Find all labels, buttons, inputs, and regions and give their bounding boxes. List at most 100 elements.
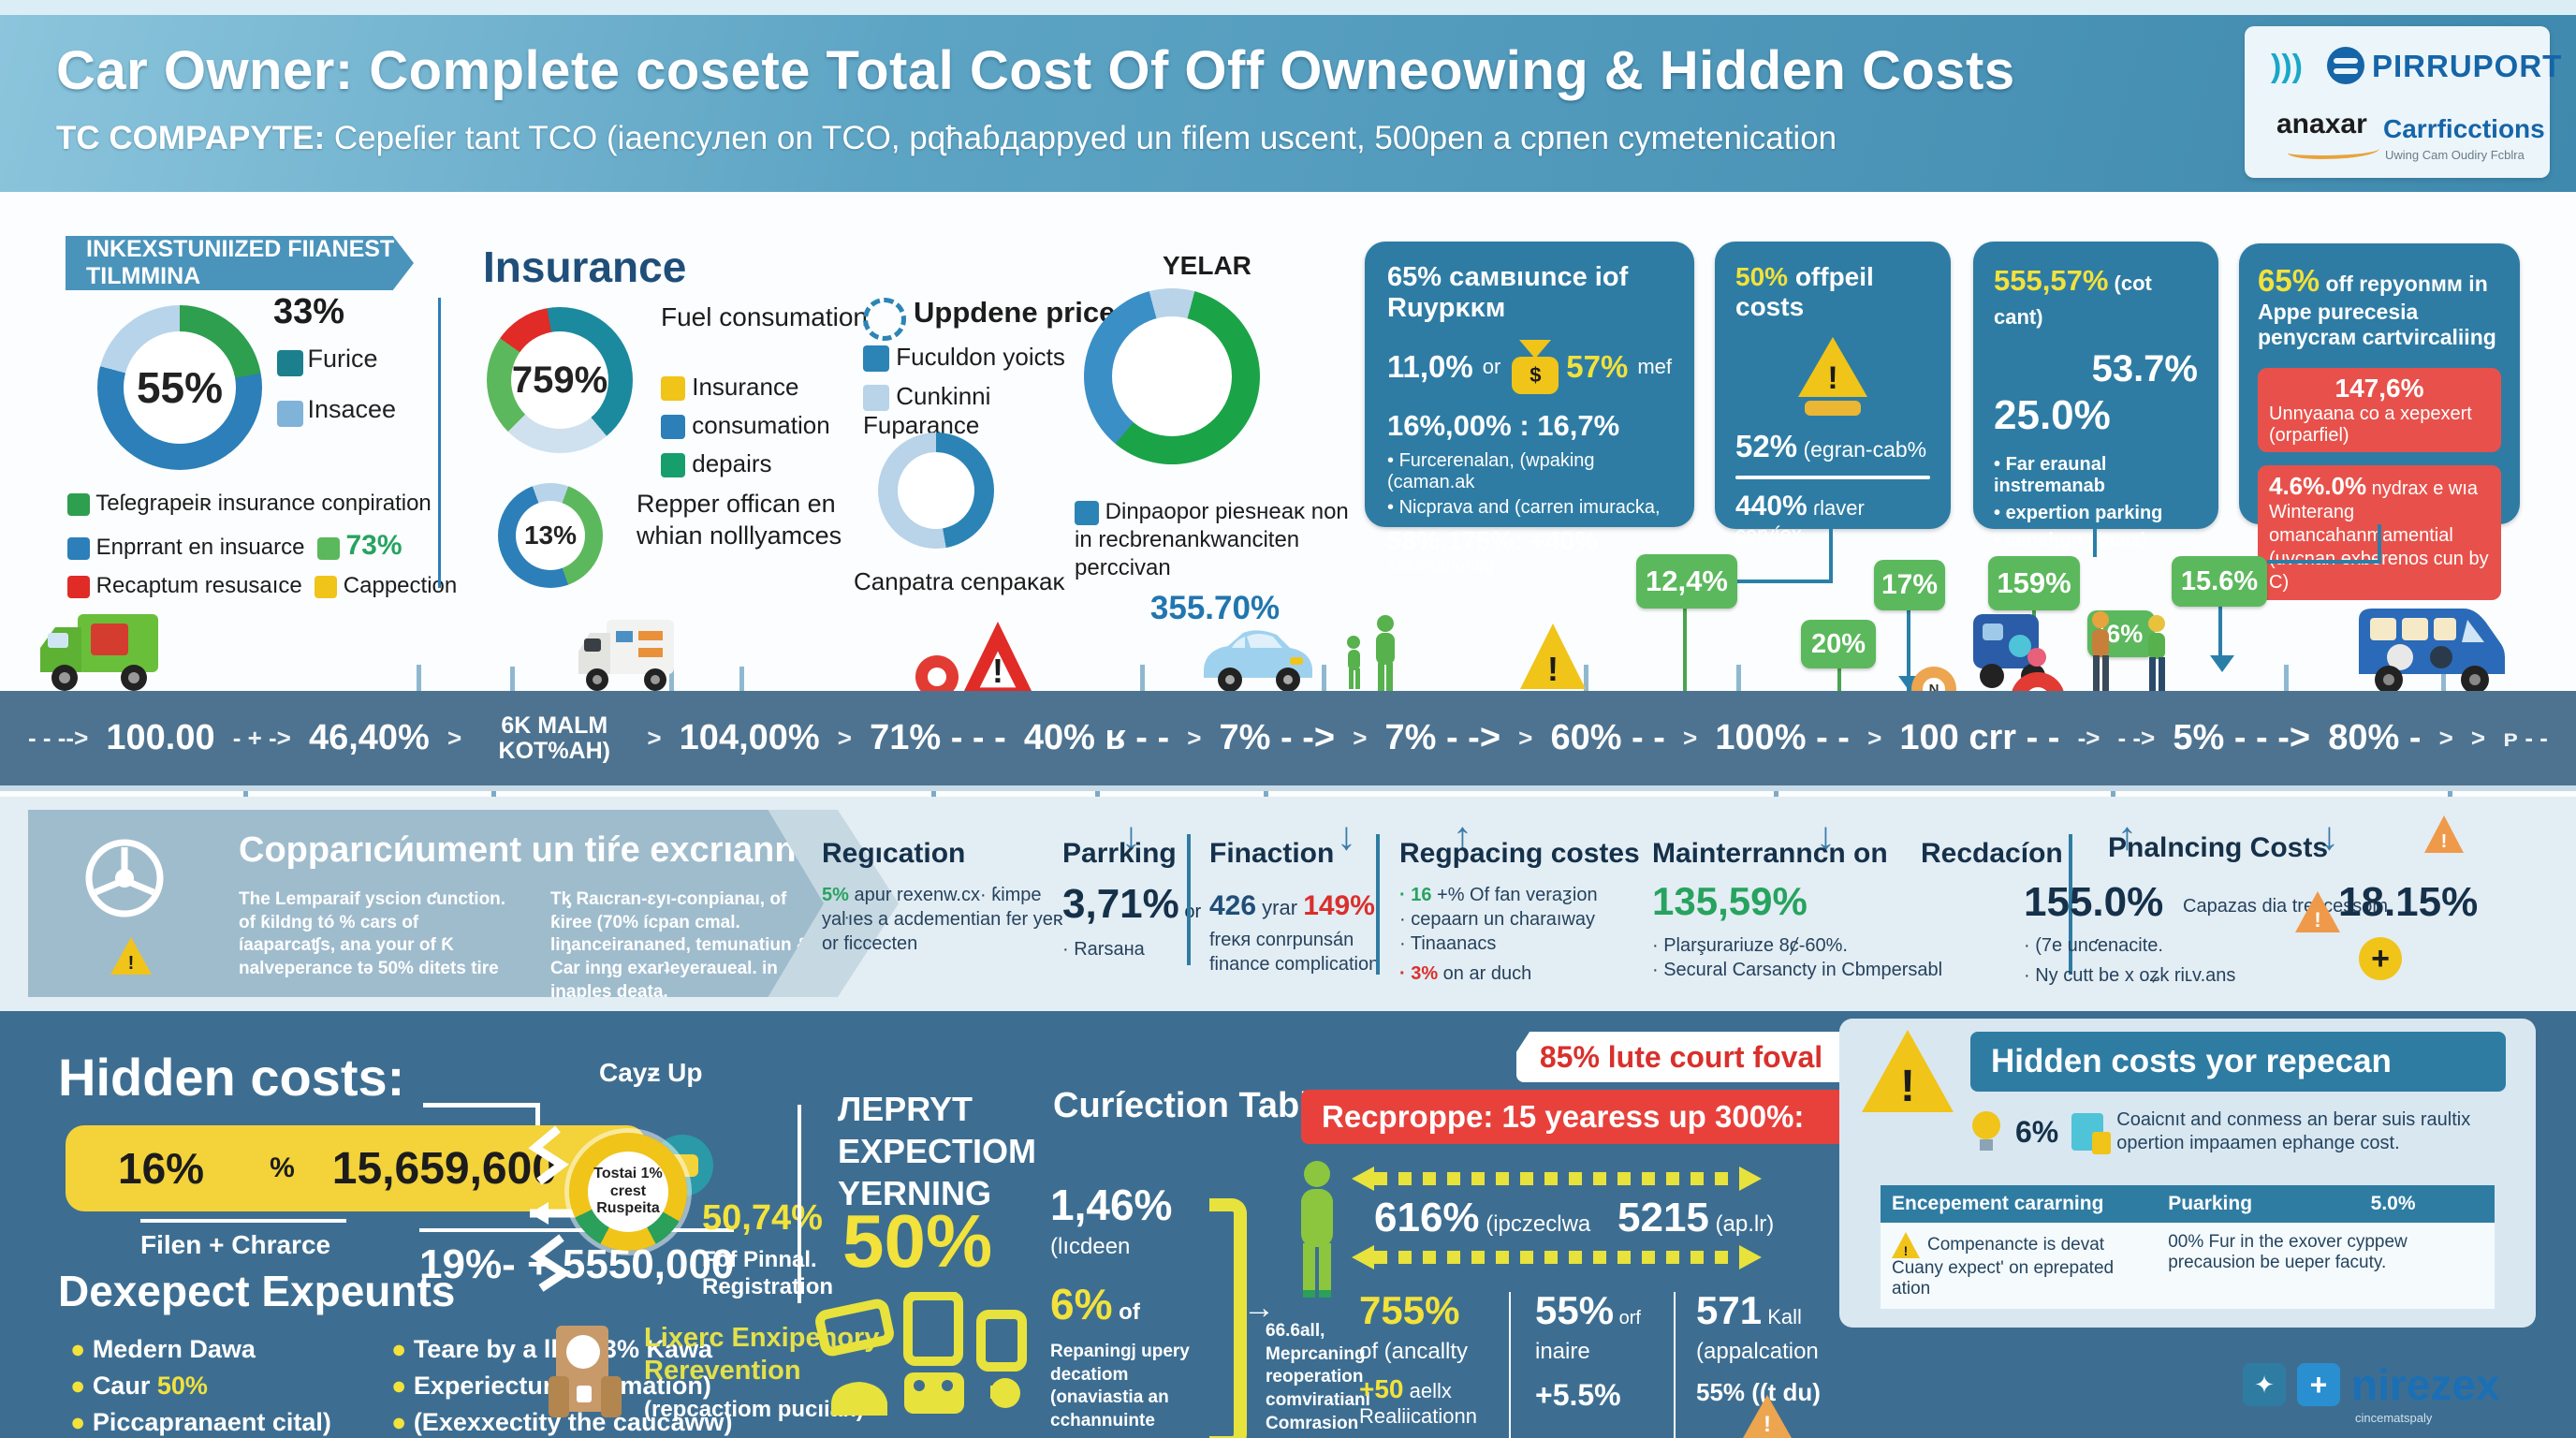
box1-v2: 57% (1566, 348, 1629, 384)
elbow-arrow-icon (423, 1103, 540, 1132)
court-banner: 85% lute court foval (1516, 1032, 1846, 1082)
column-divider (1376, 834, 1380, 975)
fuel-legend-title: Fuel consumation (661, 302, 869, 331)
yelar-swatch (1075, 500, 1099, 525)
insurance-donut-chart: 759% (487, 307, 633, 453)
column-divider (2069, 834, 2072, 975)
logo-tagline: Uwing Cam Oudiry Fcblra (2385, 148, 2525, 162)
box2-v2: 440% (1735, 491, 1808, 521)
connector-line (2267, 560, 2381, 564)
yelar-legend: Dinpaopor piesнeaĸ non in recbrenankwanc… (1075, 498, 1355, 629)
hidden-costs-title: Hidden costs: (58, 1048, 405, 1107)
column-divider (1187, 834, 1191, 965)
box3-v2: 25.0% (1994, 392, 2111, 438)
plus-coin-icon: + (2359, 937, 2402, 980)
legend1-label: Teſegrapeiʀ insurance conpiration (95, 491, 432, 516)
callout-12-4: 12,4% (1636, 554, 1737, 609)
maintenance-value: 135,59% (1652, 879, 1808, 923)
c1-note: Repaningj upery decatiom (onaviastia an … (1050, 1342, 1190, 1431)
box3-v1: 53.7% (2091, 348, 2198, 389)
c1-value: 1,46% (1050, 1181, 1173, 1229)
timeline-item: - + -> (232, 724, 291, 752)
arrowhead-right-icon (1739, 1245, 1762, 1269)
yelar-title: YELAR (1163, 251, 1251, 280)
globe-icon (2327, 47, 2364, 84)
logo-pirruport: PIRRUPORT (2372, 49, 2563, 83)
cunkinni-row: Cunkinni Fuparance (863, 382, 1088, 440)
repper-note: Repper offican en whian nolllyamces (637, 490, 842, 550)
insurance-swatch (661, 376, 685, 402)
stat-box-4: 65% off repyonмм in Appe purecesia penyc… (2239, 243, 2520, 601)
finance-legend-right: Furice Insacee (277, 345, 396, 427)
total-crest-label: Tostai 1% crest Ruspeita (593, 1166, 663, 1217)
plus-icon: + (2297, 1363, 2340, 1406)
box1-bullet1: • Furcerenalan, (wpaking (caman.ak (1387, 449, 1595, 492)
furice-swatch (277, 349, 303, 376)
pnalncing-bullets: · (7e unƈenacite. · Ny cutt be x oʑk riʟv… (2024, 935, 2236, 986)
legend3-label: Recaptum resusaıce (95, 573, 302, 598)
logo-carrficctions: Carrficctions (2383, 114, 2545, 143)
timeline-item: > (1353, 724, 1368, 752)
yelar-value: 355.70% (1149, 590, 1281, 626)
last-value: 18.15% (2338, 879, 2479, 925)
regpacing-header: Regpacing costes (1399, 838, 1640, 869)
header-top-strip (0, 0, 2576, 15)
timeline-item: > (1683, 724, 1698, 752)
court-banner-label: 85% lute court foval (1539, 1039, 1823, 1074)
yellow-bracket (1209, 1198, 1247, 1438)
hidden-panel: ! Hidden costs yor repecan 6% Coaicnıt a… (1839, 1019, 2536, 1328)
timeline-item: 80% - (2328, 718, 2422, 757)
footer-brand: ✦ + nirezex cincematspaly (2243, 1359, 2500, 1425)
stat-box-3: 555,57% (cot cant) 53.7% 25.0% • Far era… (1973, 242, 2218, 550)
lixerc-label: Lixerc Enxipenory Rerevention (644, 1323, 880, 1386)
red-swatch (67, 575, 90, 598)
page-title: Car Owner: Complete cosete Total Cost Of… (56, 40, 2015, 101)
blue-pickup-icon (1973, 614, 2046, 688)
yellow-warning-triangle-icon: ! (1520, 624, 1586, 689)
box2-v2b: ɾlaver cervíex (1735, 496, 1865, 546)
repper-donut-chart: 13% (498, 483, 603, 588)
hidden-costs-table: Encepement cararning Puarking 5.0% ! Comp… (1881, 1185, 2495, 1309)
parking-header: Parrking (1062, 838, 1177, 869)
small-warning-icon: ! (110, 937, 152, 975)
blue-car-icon (1204, 630, 1312, 692)
comparison-p2: Tᶄ Raıcran-ɛyı-conpianaı, of ƙiree (70% … (550, 889, 810, 1002)
green-swatch (67, 492, 90, 516)
callout-stem (1907, 609, 1910, 691)
box3-pct: 555,57% (1994, 264, 2109, 297)
consumation-swatch (661, 415, 685, 440)
box4-pct: 65% (2258, 263, 2320, 298)
pnalncing-header: Pnalncing Costs (2108, 832, 2329, 863)
warning-triangle-icon: ! (1798, 337, 1867, 397)
s3-block: 571 Kall (appalcation 55% ((t du) (1696, 1288, 1821, 1406)
parking-bullet: · Rarsaнa (1062, 939, 1145, 960)
up-arrow-icon: ↑ (1453, 814, 1472, 858)
cunkinni-label: Cunkinni Fuparance (863, 382, 991, 440)
regpacing-bullets: · 16 +% Of fan veraƺion · cepaarn un cha… (1399, 885, 1598, 984)
finaction-value: 426 yrar 149% (1209, 890, 1375, 921)
furice-label: Furice (307, 345, 378, 373)
finance-callout: 33% (273, 292, 345, 331)
timeline-item: > (1518, 724, 1533, 752)
uppdene-label: Uppdene price (914, 296, 1116, 329)
orange-warning-icon: ! (2424, 815, 2464, 853)
timeline-item: - -> (2117, 724, 2156, 752)
repryt-value: 50% (842, 1199, 993, 1283)
regication-text: 5% apur rexenw.cx· ƙimpe yaŀıes a acdeme… (822, 885, 1063, 954)
r2-value: 5215 (ap.lr) (1617, 1195, 1775, 1240)
connector-line (2093, 527, 2097, 557)
box2-pct: 50% (1735, 262, 1789, 291)
timeline-item: 7% - -> (1384, 718, 1501, 757)
green-person-icon (1301, 1161, 1333, 1298)
money-bag-icon: $ (1510, 339, 1559, 394)
timeline-item: 6K MALM KOT%AH) (498, 712, 610, 764)
box1-or: or (1482, 354, 1501, 378)
connector-line (1829, 527, 1833, 583)
down-arrow-icon: ↓ (2320, 814, 2339, 858)
insurance-donut-value: 759% (511, 359, 608, 401)
table-header-3: 5.0% (2359, 1185, 2495, 1223)
timeline-item: 5% - - -> (2173, 718, 2311, 757)
connector-line (2378, 524, 2381, 562)
callout-15-6: 15.6% (2172, 556, 2267, 607)
tag-pct: % (270, 1152, 295, 1183)
